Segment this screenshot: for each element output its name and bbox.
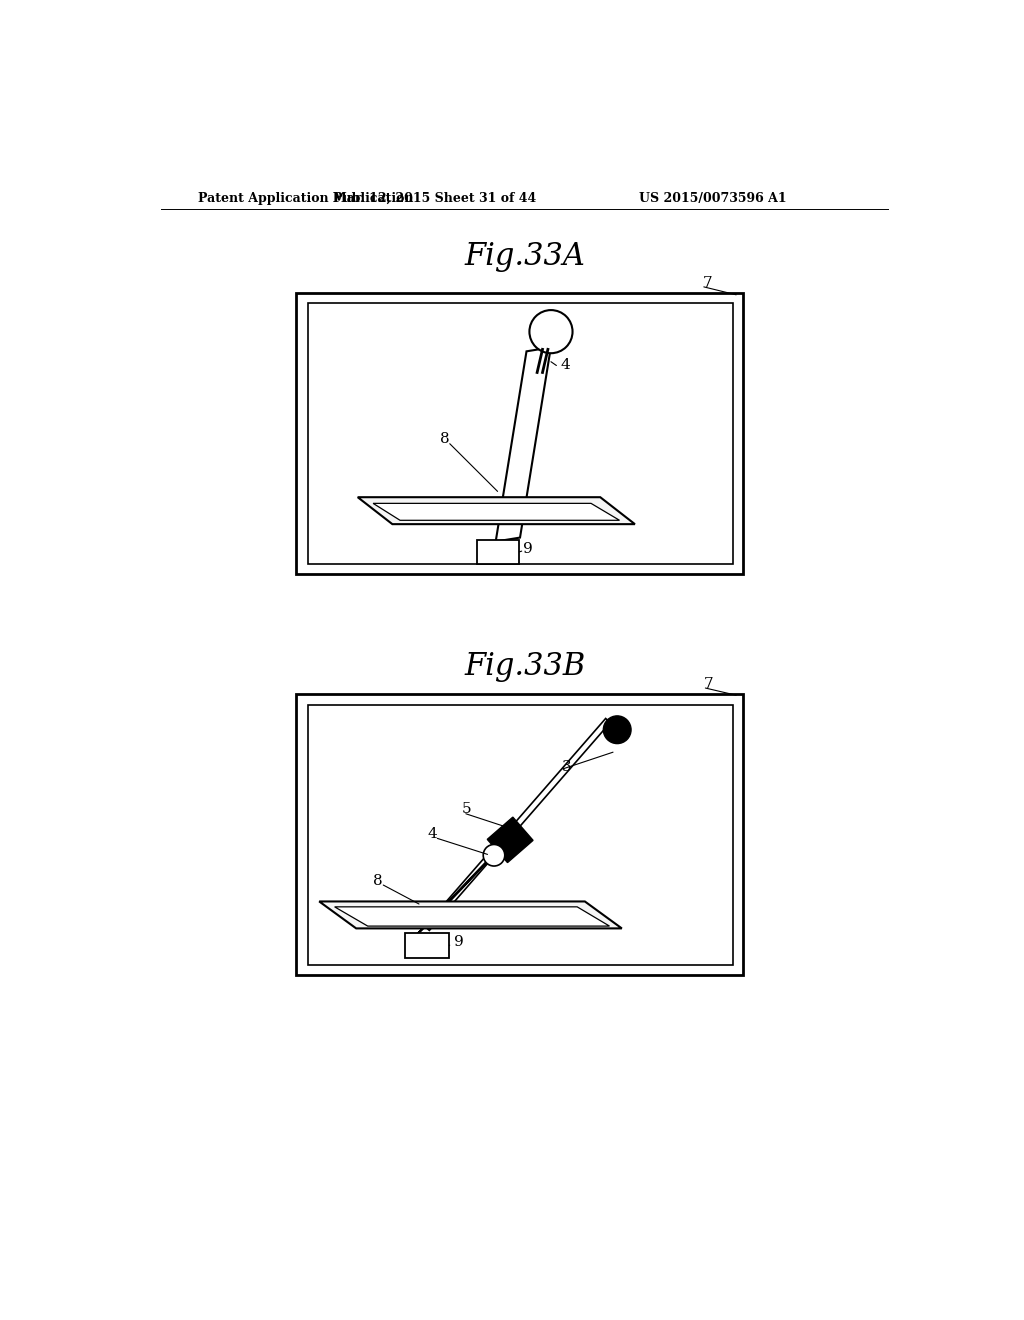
- Text: 8: 8: [373, 874, 383, 887]
- Text: 4: 4: [427, 828, 437, 841]
- Polygon shape: [418, 834, 513, 933]
- Text: 9: 9: [454, 936, 464, 949]
- Bar: [404, 933, 450, 958]
- Text: Patent Application Publication: Patent Application Publication: [199, 191, 414, 205]
- Bar: [307, 304, 733, 564]
- Polygon shape: [487, 817, 534, 862]
- Polygon shape: [373, 503, 620, 520]
- Text: Fig.33B: Fig.33B: [464, 651, 586, 682]
- Bar: [296, 693, 742, 974]
- Bar: [307, 705, 733, 965]
- Text: Fig.33A: Fig.33A: [464, 242, 586, 272]
- Text: 7: 7: [705, 677, 714, 692]
- Circle shape: [483, 845, 505, 866]
- Text: 9: 9: [523, 541, 534, 556]
- Bar: [296, 293, 742, 574]
- Bar: [477, 540, 519, 564]
- Polygon shape: [335, 907, 609, 927]
- Text: Mar. 12, 2015 Sheet 31 of 44: Mar. 12, 2015 Sheet 31 of 44: [333, 191, 537, 205]
- Polygon shape: [357, 498, 635, 524]
- Text: 3: 3: [562, 760, 571, 774]
- Text: 5: 5: [462, 803, 471, 816]
- Text: 7: 7: [702, 276, 713, 290]
- Text: 8: 8: [440, 433, 450, 446]
- Text: 4: 4: [560, 358, 570, 372]
- Circle shape: [529, 310, 572, 354]
- Circle shape: [603, 715, 631, 743]
- Polygon shape: [496, 347, 551, 541]
- Text: US 2015/0073596 A1: US 2015/0073596 A1: [639, 191, 786, 205]
- Polygon shape: [319, 902, 622, 928]
- Polygon shape: [425, 718, 610, 931]
